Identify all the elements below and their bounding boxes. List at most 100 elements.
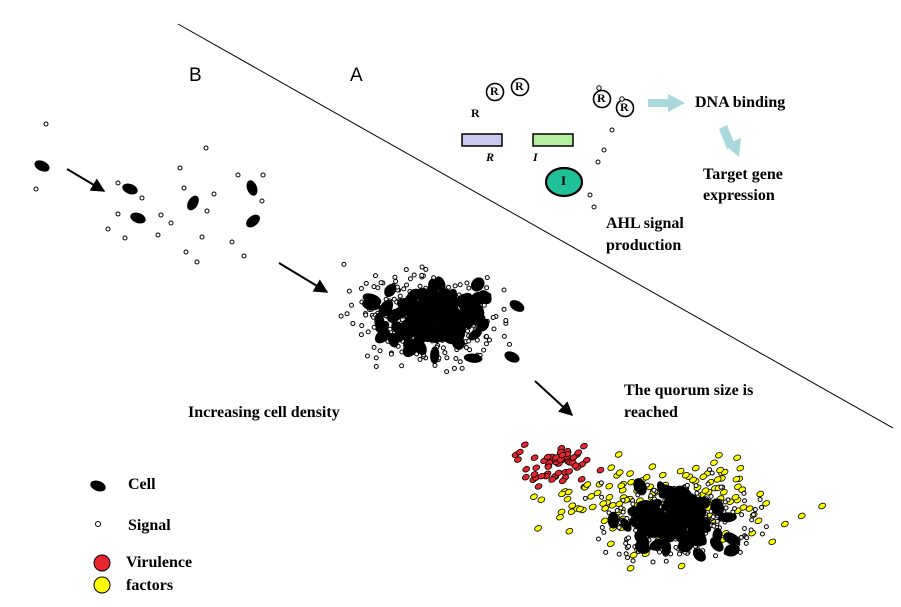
signal-molecule	[463, 344, 469, 350]
virulence-factor	[715, 452, 723, 459]
virulence-factor	[629, 551, 638, 559]
gene-r-label: R	[486, 150, 495, 164]
legend-virulence-red-symbol	[93, 554, 111, 572]
signal-molecule	[614, 508, 620, 514]
signal-molecule	[630, 558, 636, 564]
signal-molecule	[453, 356, 459, 362]
bacterial-cell	[661, 485, 677, 497]
signal-molecule	[743, 540, 749, 546]
ahl-label-line1: AHL signal	[606, 215, 684, 232]
signal-molecule	[401, 286, 407, 292]
signal-molecule	[451, 365, 457, 371]
signal-molecule	[763, 524, 769, 530]
gene-r-box	[461, 133, 503, 147]
bacterial-cell	[391, 331, 406, 343]
virulence-factor	[682, 472, 690, 479]
virulence-factor	[514, 456, 522, 463]
virulence-factor	[534, 525, 542, 532]
progress-arrow	[278, 262, 329, 293]
signal-molecule	[749, 517, 755, 523]
bacterial-cell	[710, 498, 725, 517]
signal-molecule	[363, 312, 369, 318]
signal-molecule	[591, 204, 597, 210]
signal-molecule	[393, 278, 399, 284]
virulence-factor	[530, 471, 539, 478]
arrow-to-dna-binding	[648, 94, 685, 112]
signal-molecule	[411, 272, 417, 278]
receptor-letter: R	[597, 91, 606, 105]
virulence-factor	[563, 495, 572, 503]
bacterial-cell	[461, 292, 474, 309]
virulence-factor	[676, 467, 685, 475]
signal-molecule	[444, 355, 450, 361]
virulence-factor	[543, 453, 552, 461]
virulence-factor	[537, 496, 546, 503]
bacterial-cell	[679, 502, 692, 517]
bacterial-cell	[468, 328, 483, 341]
bacterial-cell	[374, 312, 385, 332]
signal-molecule	[465, 328, 471, 334]
bacterial-cell	[428, 301, 442, 319]
bacterial-cell	[187, 195, 199, 211]
virulence-factor	[648, 463, 657, 470]
increasing-density-label: Increasing cell density	[188, 404, 340, 421]
signal-molecule	[501, 306, 507, 312]
quorum-label-line1: The quorum size is	[624, 382, 754, 399]
bacterial-cell	[362, 299, 381, 311]
virulence-factor	[522, 474, 530, 481]
signal-molecule	[708, 493, 714, 499]
ahl-synthase	[544, 166, 584, 198]
virulence-factor	[596, 466, 605, 474]
signal-molecule	[417, 283, 423, 289]
virulence-factor	[565, 468, 573, 475]
signal-molecule	[417, 357, 423, 363]
signal-molecule	[442, 350, 448, 356]
signal-molecule	[43, 121, 49, 127]
virulence-factor	[530, 493, 538, 500]
receptor-molecule	[510, 77, 530, 97]
signal-molecule	[739, 512, 745, 518]
bacterial-cell	[636, 500, 654, 511]
virulence-factor	[756, 490, 765, 498]
signal-molecule	[457, 359, 463, 365]
virulence-factor	[607, 464, 616, 471]
signal-molecule	[741, 490, 747, 496]
signal-molecule	[346, 288, 352, 294]
bacterial-cell	[435, 315, 451, 333]
bacterial-cell	[690, 496, 711, 510]
signal-molecule	[595, 536, 601, 542]
virulence-factor	[574, 449, 583, 456]
bacterial-cell	[413, 287, 429, 299]
signal-molecule	[115, 180, 121, 186]
signal-molecule	[358, 285, 364, 291]
virulence-factor	[754, 517, 763, 524]
legend-cell-symbol	[90, 480, 106, 492]
virulence-factor	[642, 474, 651, 481]
bacterial-cell	[478, 290, 492, 305]
bacterial-cell	[122, 183, 138, 195]
virulence-factor	[558, 477, 567, 485]
virulence-factor	[534, 483, 543, 490]
signal-molecule	[344, 311, 350, 317]
signal-molecule	[365, 329, 371, 335]
bacterial-cell	[668, 522, 680, 537]
signal-molecule	[626, 543, 632, 549]
signal-molecule	[710, 514, 716, 520]
signal-molecule	[490, 315, 496, 321]
signal-molecule	[375, 285, 381, 291]
receptor-ahl-complex	[592, 85, 612, 109]
virulence-factor	[565, 527, 574, 535]
virulence-factor	[713, 476, 722, 483]
signal-molecule	[601, 529, 607, 535]
virulence-factor	[522, 466, 531, 473]
progress-arrow	[66, 168, 106, 192]
signal-molecule	[440, 345, 446, 351]
bacterial-cell	[649, 539, 666, 551]
signal-molecule	[181, 185, 187, 191]
signal-molecule	[467, 347, 473, 353]
virulence-factor	[520, 441, 529, 448]
signal-molecule	[506, 341, 512, 347]
signal-molecule	[711, 523, 717, 529]
virulence-factor	[701, 487, 710, 494]
